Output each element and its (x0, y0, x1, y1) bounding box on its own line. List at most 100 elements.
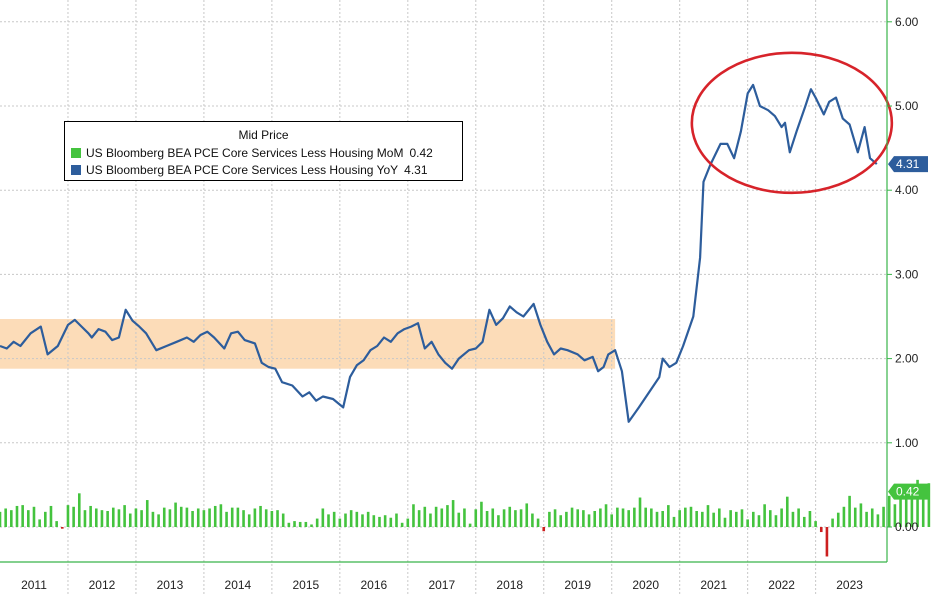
mom-last-value-label: 0.42 (896, 485, 920, 499)
mom-bar (774, 515, 778, 527)
mom-bar (111, 507, 115, 527)
mom-bar (723, 517, 727, 527)
mom-bar (689, 506, 693, 527)
mom-bar (344, 513, 347, 527)
mom-bar (621, 508, 625, 527)
mom-bar (366, 511, 370, 527)
mom-last-value-bg (888, 483, 928, 500)
x-tick-label: 2011 (21, 578, 47, 592)
x-tick-label: 2022 (768, 578, 795, 592)
mom-bar (627, 510, 630, 527)
mom-bar (740, 509, 744, 527)
mom-bar (853, 507, 857, 527)
mom-bar (610, 514, 613, 527)
mom-bar (355, 511, 359, 527)
mom-bar (253, 508, 257, 527)
mom-bar (882, 506, 885, 527)
x-tick-label: 2014 (225, 578, 252, 592)
gridlines (0, 0, 887, 594)
y-tick-label: 2.00 (895, 352, 919, 366)
mom-bar (168, 509, 172, 527)
mom-bar-series (0, 479, 931, 557)
mom-bar (196, 508, 200, 527)
mom-bar (887, 495, 891, 527)
mom-bar (276, 510, 279, 527)
legend-item-yoy: US Bloomberg BEA PCE Core Services Less … (65, 161, 462, 178)
mom-bar (927, 483, 931, 527)
legend-value-mom: 0.42 (409, 145, 433, 160)
mom-bar (565, 511, 568, 527)
mom-bar (157, 514, 160, 527)
mom-bar (61, 527, 64, 529)
mom-bar (213, 505, 217, 527)
mom-bar (38, 519, 41, 527)
mom-bar (94, 508, 98, 527)
mom-bar (378, 516, 381, 527)
mom-bar (672, 516, 676, 527)
mom-bar (123, 505, 126, 527)
mom-bar (230, 507, 234, 527)
mom-bar (633, 507, 636, 527)
mom-bar (400, 522, 404, 527)
mom-bar (202, 510, 206, 527)
mom-bar (604, 504, 608, 527)
red-ellipse-highlight (690, 51, 894, 195)
x-tick-label: 2017 (428, 578, 455, 592)
mom-bar (44, 511, 47, 527)
mom-bar (865, 511, 868, 527)
mom-bar (712, 512, 715, 527)
y-tick-label: 5.00 (895, 99, 919, 113)
legend-label-yoy: US Bloomberg BEA PCE Core Services Less … (86, 162, 399, 177)
mom-bar (281, 513, 285, 527)
mom-bar (661, 511, 664, 527)
mom-bar (468, 523, 472, 527)
x-tick-label: 2018 (496, 578, 523, 592)
mom-bar (321, 508, 325, 527)
y-axis: 0.00 1.00 2.00 3.00 4.00 5.00 6.00 4.31 0.42 (886, 0, 928, 562)
mom-bar (559, 515, 563, 527)
mom-bar (417, 510, 421, 527)
mom-bar (0, 511, 2, 527)
mom-bar (848, 495, 851, 527)
mom-bar (876, 514, 880, 527)
mom-bar (616, 507, 619, 527)
mom-bar (293, 521, 296, 527)
mom-bar (270, 511, 274, 527)
mom-bar (55, 521, 58, 527)
x-axis: 2011 2012 2013 2014 2015 2016 2017 2018 2019 2020… (0, 561, 887, 592)
mom-bar (916, 479, 919, 527)
mom-bar (219, 504, 223, 527)
y-tick-label: 3.00 (895, 267, 919, 281)
x-tick-label: 2013 (157, 578, 184, 592)
legend-swatch-yoy (71, 164, 81, 175)
mom-bar (145, 500, 149, 527)
mom-bar (151, 511, 155, 527)
mom-bar (140, 510, 143, 527)
mom-bar (162, 507, 166, 527)
mom-bar (451, 500, 455, 527)
mom-bar (106, 511, 109, 527)
mom-bar (406, 518, 410, 527)
mom-bar (134, 508, 138, 527)
mom-bar (519, 509, 523, 527)
mom-bar (440, 508, 444, 527)
mom-bar (751, 511, 755, 527)
mom-bar (372, 515, 376, 527)
mom-bar (638, 497, 642, 527)
mom-bar (304, 521, 308, 527)
mom-bar (72, 506, 75, 527)
mom-bar (808, 511, 812, 527)
mom-bar (508, 506, 512, 527)
mom-bar (859, 503, 863, 527)
x-tick-label: 2016 (360, 578, 387, 592)
legend-swatch-mom (71, 147, 81, 158)
mom-bar (684, 507, 687, 527)
mom-bar (587, 514, 591, 527)
mom-bar (383, 515, 387, 527)
mom-bar (842, 506, 846, 527)
mom-bar (242, 510, 245, 527)
mom-bar (179, 506, 183, 527)
y-tick-label: 6.00 (895, 15, 919, 29)
mom-bar (485, 511, 489, 527)
